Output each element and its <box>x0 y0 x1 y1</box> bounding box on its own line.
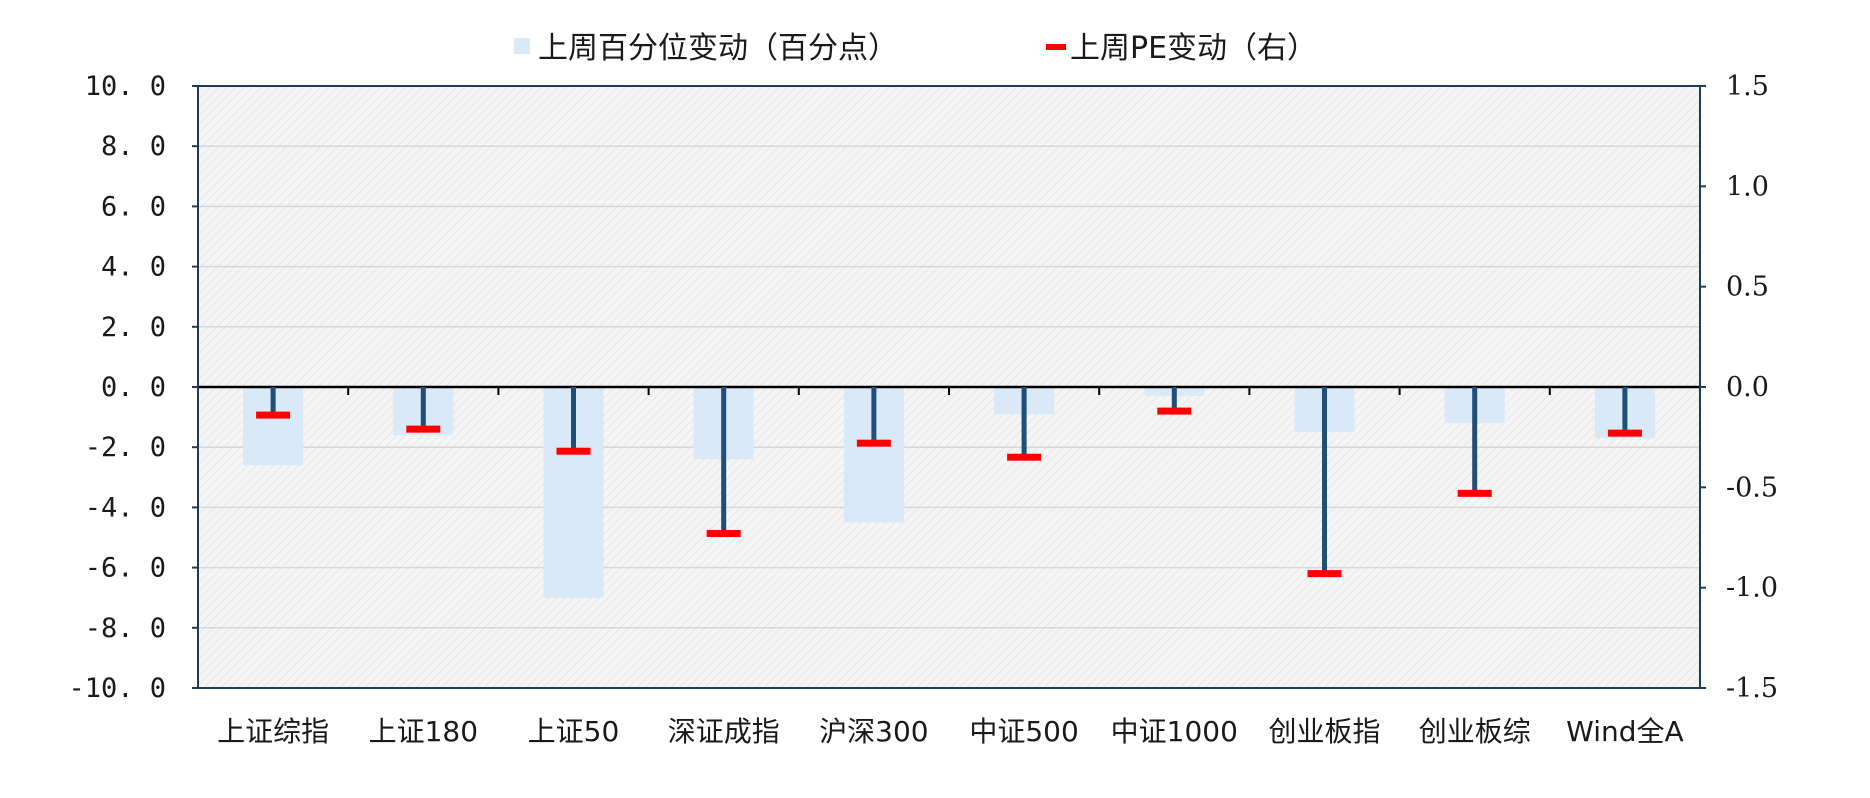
left-tick-label: 8. 0 <box>101 131 166 162</box>
legend-swatch-bars <box>514 38 530 54</box>
category-label: 创业板综 <box>1419 715 1531 748</box>
category-label: 上证180 <box>369 715 478 748</box>
pe-marker <box>256 411 291 419</box>
legend-label-pe: 上周PE变动（右） <box>1070 31 1317 66</box>
category-label: 上证50 <box>528 715 620 748</box>
right-tick-label: 1.5 <box>1726 71 1769 102</box>
pe-marker <box>556 447 591 455</box>
pe-marker <box>706 529 741 537</box>
left-tick-label: -8. 0 <box>85 613 166 644</box>
pe-marker <box>1607 429 1642 437</box>
right-tick-label: -1.5 <box>1726 673 1778 704</box>
left-tick-label: -10. 0 <box>68 673 166 704</box>
right-tick-label: 0.0 <box>1726 372 1769 403</box>
right-tick-label: -0.5 <box>1726 472 1778 503</box>
category-label: 中证500 <box>969 715 1078 748</box>
pe-marker <box>856 439 891 447</box>
pe-marker <box>1307 570 1342 578</box>
plot-area: 10. 0 8. 0 6. 0 4. 0 2. 0 0. 0 -2. 0 -4. 0 -6. 0… <box>68 71 1778 748</box>
category-label: 中证1000 <box>1111 715 1238 748</box>
legend-item-bars: 上周百分位变动（百分点） <box>514 31 898 66</box>
legend-item-pe: 上周PE变动（右） <box>1046 31 1317 66</box>
legend-label-bars: 上周百分位变动（百分点） <box>538 31 898 66</box>
left-tick-label: -2. 0 <box>85 432 166 463</box>
plot-frame <box>197 85 1701 689</box>
pe-marker <box>1457 489 1492 497</box>
legend-swatch-pe <box>1046 44 1066 50</box>
category-label: 上证综指 <box>217 715 329 748</box>
right-tick-label: 0.5 <box>1726 272 1769 303</box>
pe-marker <box>1007 453 1042 461</box>
left-tick-label: 6. 0 <box>101 191 166 222</box>
left-tick-label: 10. 0 <box>85 71 166 102</box>
category-label: 沪深300 <box>819 715 928 748</box>
right-tick-label: -1.0 <box>1726 573 1778 604</box>
left-tick-label: 2. 0 <box>101 312 166 343</box>
pe-marker <box>1157 407 1192 415</box>
category-label: Wind全A <box>1566 715 1684 748</box>
category-label: 深证成指 <box>668 715 780 748</box>
left-tick-label: 0. 0 <box>101 372 166 403</box>
left-tick-label: 4. 0 <box>101 252 166 283</box>
right-tick-label: 1.0 <box>1726 171 1769 202</box>
left-tick-label: -4. 0 <box>85 492 166 523</box>
pe-marker <box>406 425 441 433</box>
legend: 上周百分位变动（百分点） 上周PE变动（右） <box>514 31 1317 66</box>
category-label: 创业板指 <box>1268 715 1380 748</box>
left-tick-label: -6. 0 <box>85 553 166 584</box>
